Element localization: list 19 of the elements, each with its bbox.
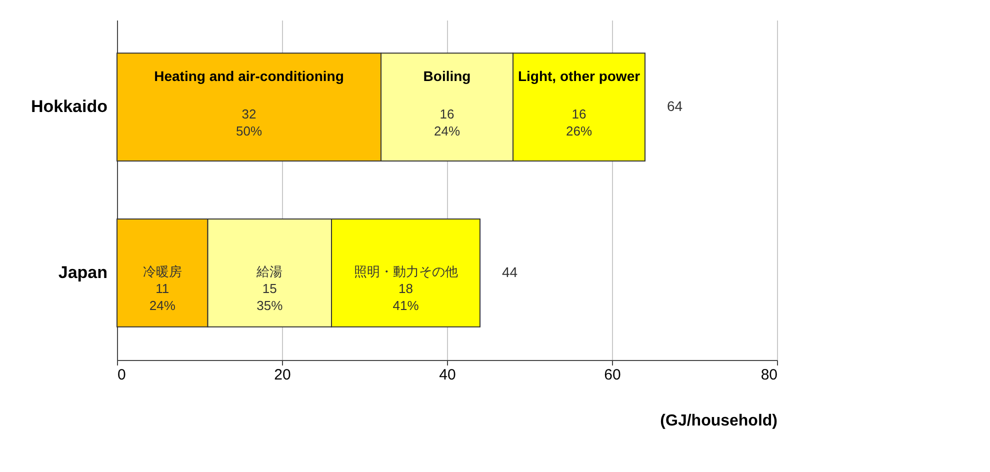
text: 16 26% xyxy=(566,106,592,139)
text: 照明・動力その他 18 41% xyxy=(354,264,458,313)
x-axis-title: (GJ/household) xyxy=(660,412,778,430)
text: 冷暖房 11 24% xyxy=(142,264,182,313)
series-label: Light, other power xyxy=(518,68,641,84)
x-tick-label: 80 xyxy=(760,366,778,384)
y-tick-label: Hokkaido xyxy=(30,97,108,116)
text: 16 24% xyxy=(434,106,460,139)
x-tick-label: 60 xyxy=(604,366,621,384)
y-tick-label: Japan xyxy=(58,262,108,282)
total-label: 44 xyxy=(502,264,518,280)
series-label: Boiling xyxy=(423,68,471,84)
x-tick-label: 0 xyxy=(118,366,126,384)
series-label: Heating and air-conditioning xyxy=(154,68,344,84)
text: 32 50% xyxy=(236,106,262,139)
text: 給湯 15 35% xyxy=(256,264,283,313)
total-label: 64 xyxy=(667,98,683,114)
x-tick-label: 40 xyxy=(439,366,456,384)
x-tick-label: 20 xyxy=(274,366,291,384)
